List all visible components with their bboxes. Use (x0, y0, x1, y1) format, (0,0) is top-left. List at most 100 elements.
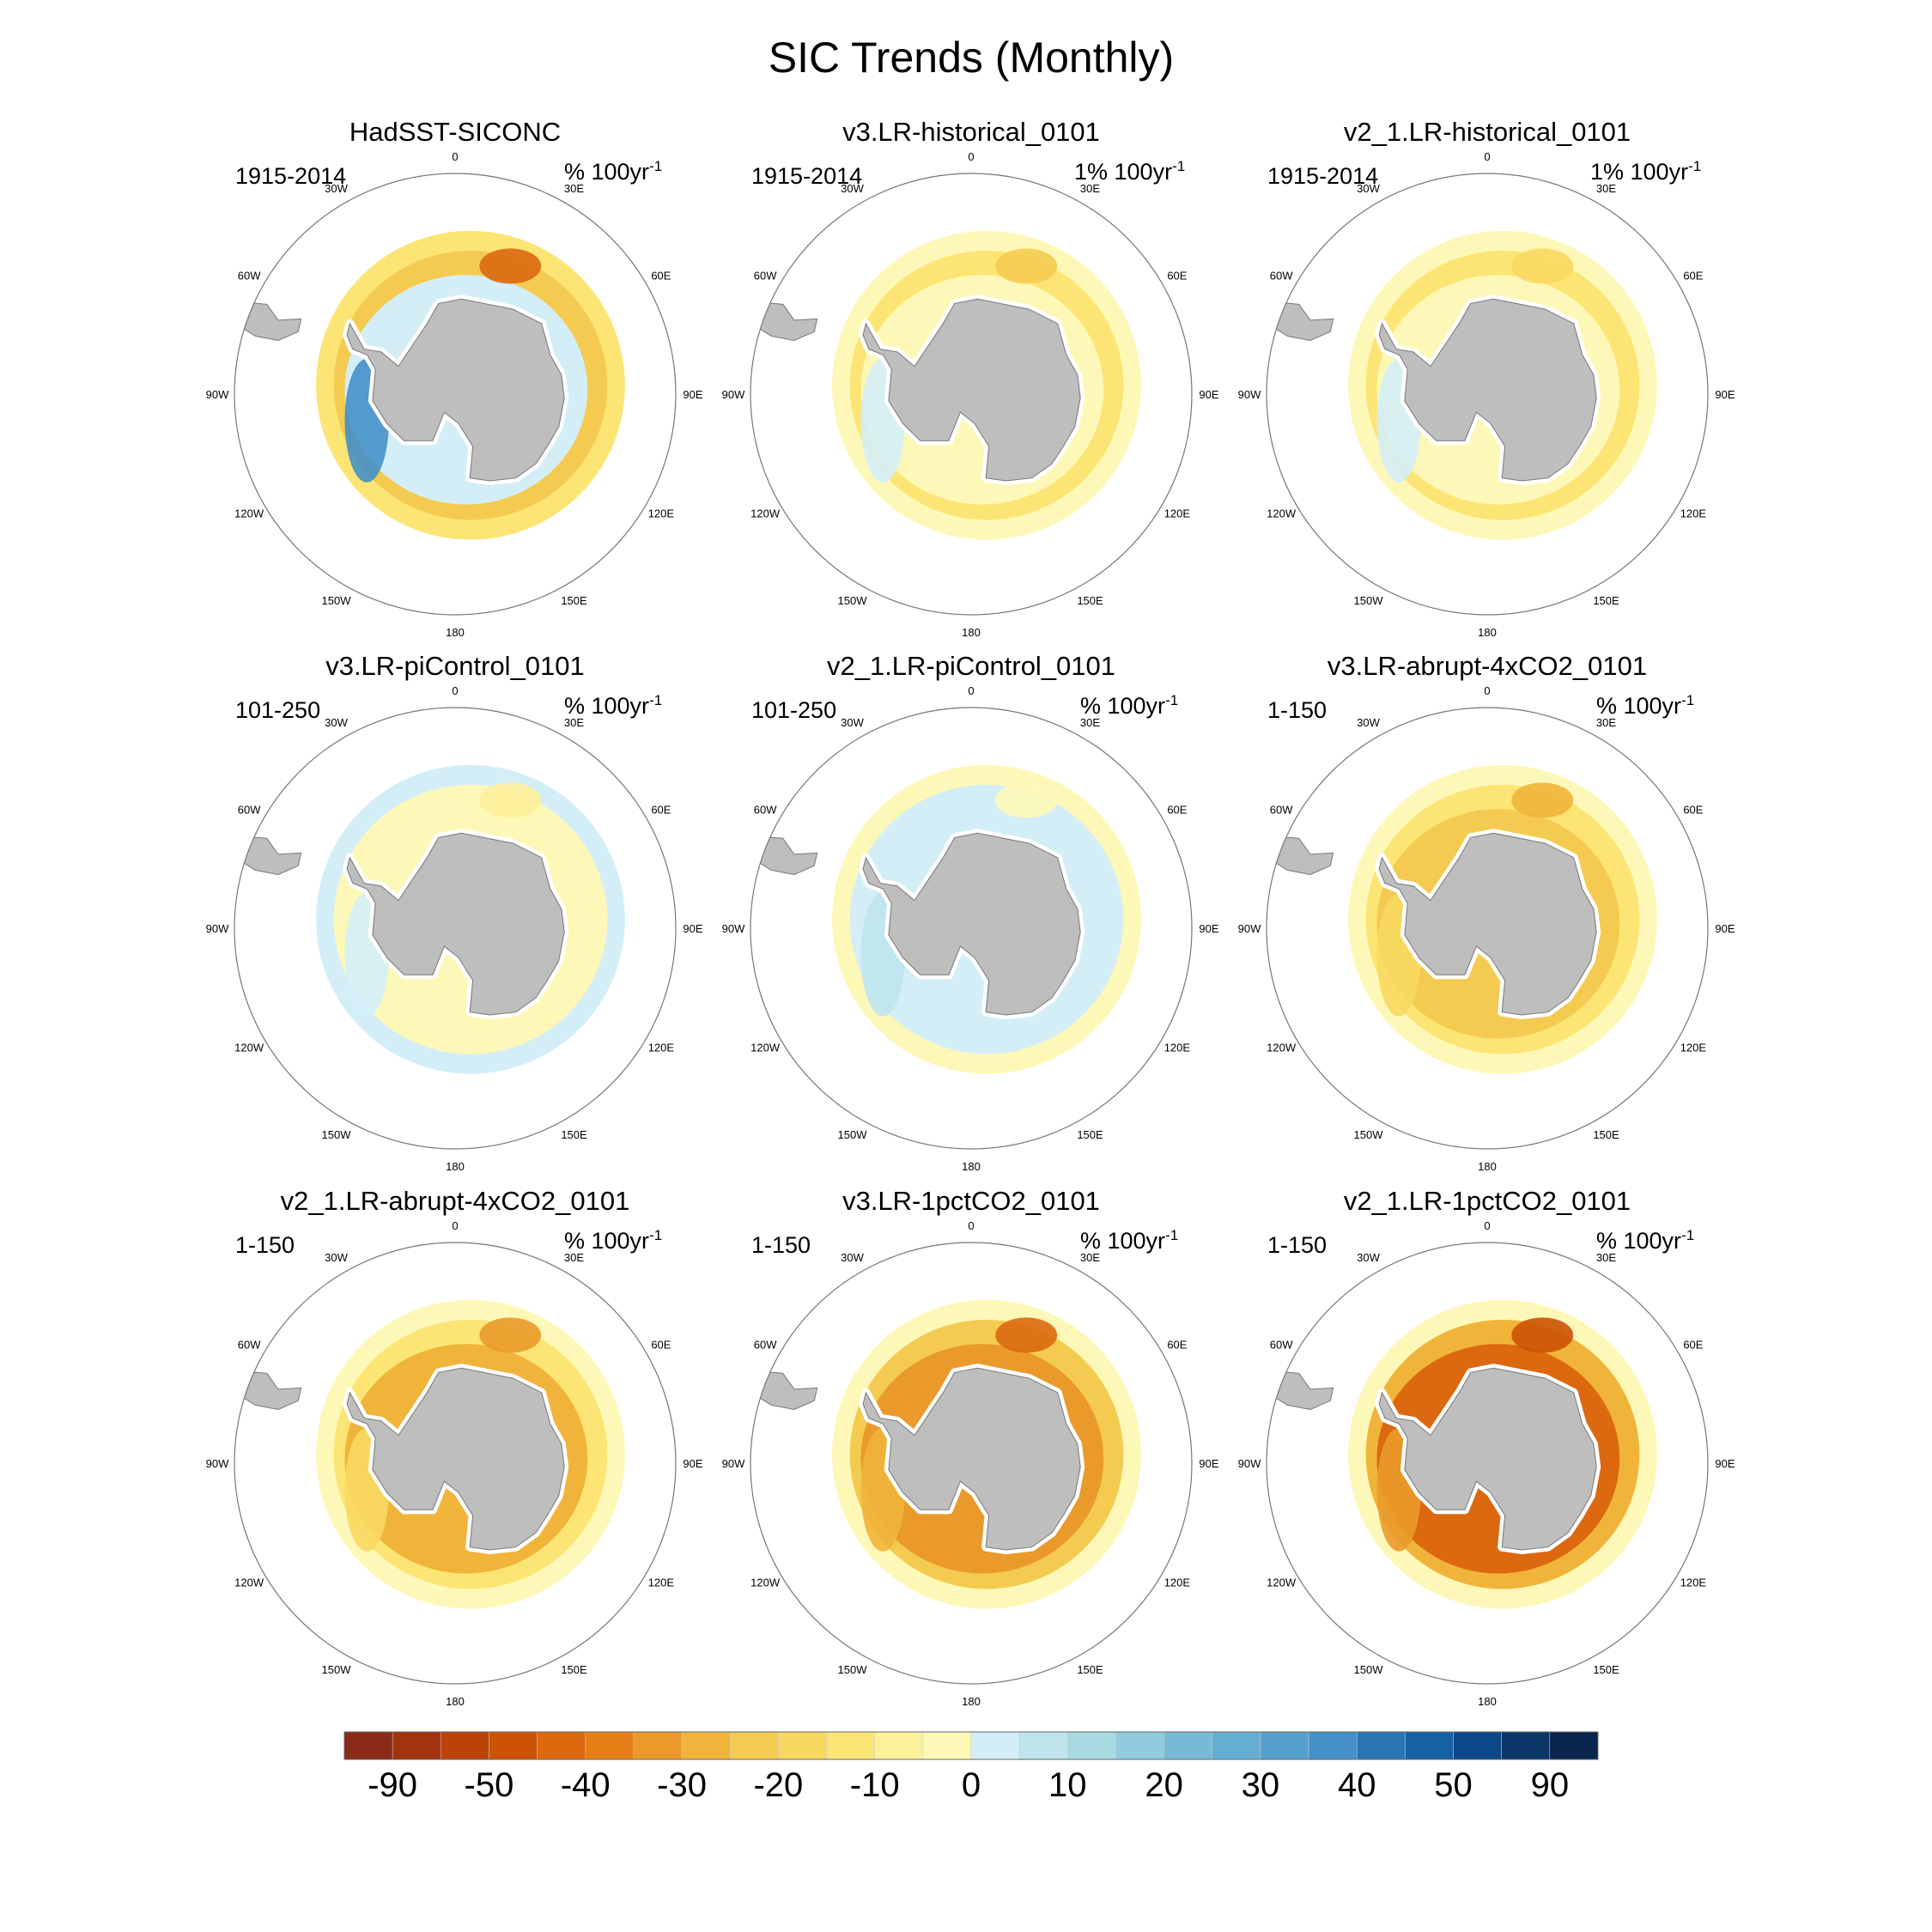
panel-title: v2_1.LR-historical_0101 (1344, 117, 1631, 147)
longitude-label: 60W (1270, 270, 1293, 283)
longitude-label: 150E (1077, 594, 1103, 607)
longitude-label: 120E (648, 1577, 675, 1589)
longitude-label: 0 (452, 684, 458, 697)
longitude-label: 120W (750, 1577, 781, 1589)
longitude-label: 150W (838, 594, 868, 607)
longitude-label: 30E (1596, 1251, 1616, 1264)
antarctica-landmass (1378, 298, 1597, 482)
longitude-label: 150W (322, 594, 352, 607)
panel-period: 1915-2014 (235, 163, 346, 189)
colorbar-tick-label: 50 (1434, 1766, 1473, 1804)
south-america-landmass (243, 1371, 302, 1411)
colorbar-swatch (681, 1731, 731, 1760)
units-exponent: -1 (649, 158, 662, 174)
trend-anomaly-north (995, 782, 1058, 818)
colorbar-tick-label: 0 (962, 1766, 981, 1804)
longitude-label: 90E (1199, 922, 1218, 935)
colorbar-tick-label: 10 (1048, 1766, 1087, 1804)
colorbar-swatch (778, 1731, 827, 1760)
units-exponent: -1 (1688, 158, 1701, 174)
longitude-label: 180 (1478, 1160, 1497, 1173)
longitude-label: 60E (1167, 1339, 1187, 1352)
longitude-label: 180 (446, 1160, 465, 1173)
longitude-label: 180 (962, 1695, 981, 1708)
map-boundary (234, 707, 677, 1150)
longitude-label: 60W (238, 804, 261, 817)
longitude-label: 30W (325, 716, 348, 729)
south-america-landmass (759, 836, 818, 876)
south-america-landmass (1275, 836, 1334, 876)
south-america-landmass (1275, 302, 1334, 342)
trend-anomaly-north (1511, 782, 1574, 818)
longitude-label: 150W (838, 1663, 868, 1676)
panel-units: % 100yr-1 (1080, 692, 1178, 719)
panel-period: 1-150 (235, 1232, 295, 1258)
map-boundary (1266, 173, 1709, 616)
longitude-label: 30W (1357, 1251, 1380, 1264)
longitude-label: 0 (968, 1219, 974, 1232)
map-boundary (234, 1242, 677, 1685)
panel-period: 101-250 (235, 697, 320, 723)
longitude-label: 0 (452, 1219, 458, 1232)
longitude-label: 120W (1267, 507, 1297, 520)
longitude-label: 120W (234, 1042, 264, 1054)
panel-units: % 100yr-1 (1080, 1227, 1178, 1254)
longitude-label: 120E (648, 1042, 675, 1054)
longitude-label: 60E (651, 804, 671, 817)
colorbar-tick-label: 40 (1338, 1766, 1376, 1804)
trend-anomaly-north (995, 248, 1058, 284)
units-exponent: -1 (1681, 1227, 1694, 1243)
longitude-label: 30E (1080, 1251, 1100, 1264)
longitude-label: 150E (1077, 1128, 1103, 1141)
map-boundary (1266, 1242, 1709, 1685)
colorbar-swatch (1115, 1731, 1164, 1760)
panel-title: v3.LR-1pctCO2_0101 (842, 1186, 1100, 1216)
colorbar: -90 -50 -40 -30 -20 -10 0 10 20 30 40 50 90 (343, 1731, 1599, 1804)
units-exponent: -1 (649, 1227, 662, 1243)
units-exponent: -1 (1172, 158, 1185, 174)
antarctica-landmass (346, 1367, 565, 1551)
longitude-label: 150W (322, 1128, 352, 1141)
units-text: 1% 100yr (1590, 159, 1688, 185)
longitude-label: 30E (1080, 716, 1100, 729)
trend-anomaly-north (1511, 1317, 1574, 1353)
longitude-label: 90E (683, 388, 702, 401)
longitude-label: 120E (1680, 507, 1707, 520)
panel-units: % 100yr-1 (1596, 1227, 1694, 1254)
panel-period: 1-150 (1267, 697, 1327, 723)
map-boundary (750, 173, 1193, 616)
units-text: % 100yr (1596, 1228, 1681, 1254)
colorbar-swatch (343, 1731, 393, 1760)
longitude-label: 90W (1238, 1457, 1261, 1470)
panel-period: 1915-2014 (751, 163, 862, 189)
panel-title: v3.LR-piControl_0101 (325, 651, 585, 681)
units-exponent: -1 (1681, 692, 1694, 708)
panel-title: v3.LR-abrupt-4xCO2_0101 (1327, 651, 1647, 681)
longitude-label: 150E (1077, 1663, 1103, 1676)
colorbar-tick-label: 30 (1242, 1766, 1280, 1804)
longitude-label: 30E (564, 716, 584, 729)
longitude-label: 120E (648, 507, 675, 520)
antarctica-landmass (346, 298, 565, 482)
panel-units: % 100yr-1 (564, 158, 662, 185)
panel-units: % 100yr-1 (564, 692, 662, 719)
longitude-label: 120E (1164, 1042, 1191, 1054)
longitude-label: 30W (325, 182, 348, 195)
longitude-label: 90E (1199, 388, 1218, 401)
longitude-label: 60W (1270, 804, 1293, 817)
longitude-label: 30E (564, 1251, 584, 1264)
colorbar-swatch (537, 1731, 586, 1760)
units-text: % 100yr (1080, 1228, 1165, 1254)
units-text: % 100yr (564, 693, 649, 719)
trend-anomaly-north (479, 782, 542, 818)
map-boundary (750, 707, 1193, 1150)
map-panel: 0 30E 60E 90E 120E 150E 180 150W 120W 90W 60W 30W v3… (722, 1186, 1219, 1708)
panels: 0 30E 60E 90E 120E 150E 180 150W 120W 90W 60W 30W Ha… (206, 117, 1735, 1708)
colorbar-swatch (1067, 1731, 1116, 1760)
colorbar-tick-label: 20 (1145, 1766, 1183, 1804)
colorbar-swatch (1453, 1731, 1502, 1760)
longitude-label: 180 (1478, 1695, 1497, 1708)
longitude-label: 0 (968, 684, 974, 697)
map-panel: 0 30E 60E 90E 120E 150E 180 150W 120W 90W 60W 30W v2… (1238, 117, 1735, 639)
